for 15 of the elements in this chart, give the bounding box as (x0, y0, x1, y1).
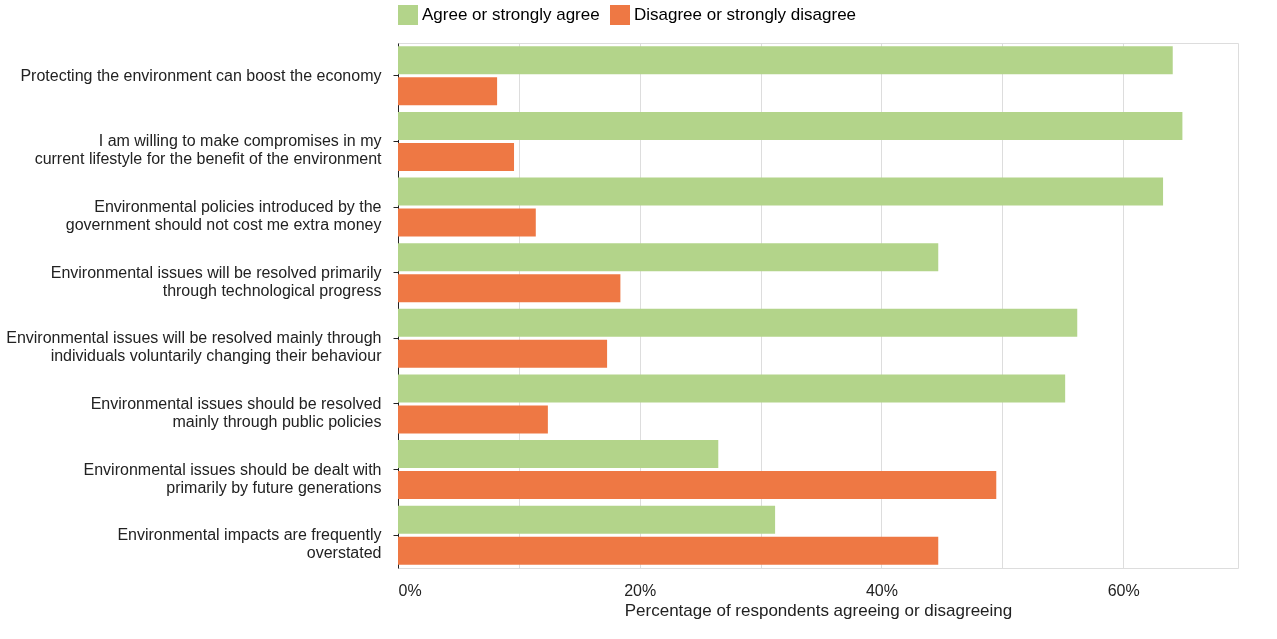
x-tick-label: 20% (624, 581, 657, 599)
y-tick-label: Environmental issues will be resolved primarily through technological progress (50, 263, 382, 299)
x-tick-label: 0% (398, 581, 422, 599)
legend-label: Agree or strongly agree (422, 5, 600, 24)
y-tick-label: Environmental issues will be resolved mainly through individuals voluntarily changing their behaviour (6, 329, 383, 365)
y-tick-label: Environmental impacts are frequently overstated (117, 526, 382, 562)
y-tick-label: I am willing to make compromises in my current lifestyle for the benefit of the environment (34, 132, 383, 168)
x-tick-label: 60% (1107, 581, 1140, 599)
y-tick-label: Environmental policies introduced by the government should not cost me extra money (65, 198, 382, 234)
legend-label: Disagree or strongly disagree (634, 5, 857, 24)
x-tick-label: 40% (865, 581, 898, 599)
y-tick-label: Protecting the environment can boost the economy (20, 66, 382, 84)
x-axis-title: Percentage of respondents agreeing or disagreeing (624, 600, 1013, 620)
y-tick-label: Environmental issues should be resolved mainly through public policies (90, 394, 382, 430)
y-tick-label: Environmental issues should be dealt with primarily by future generations (83, 460, 382, 496)
